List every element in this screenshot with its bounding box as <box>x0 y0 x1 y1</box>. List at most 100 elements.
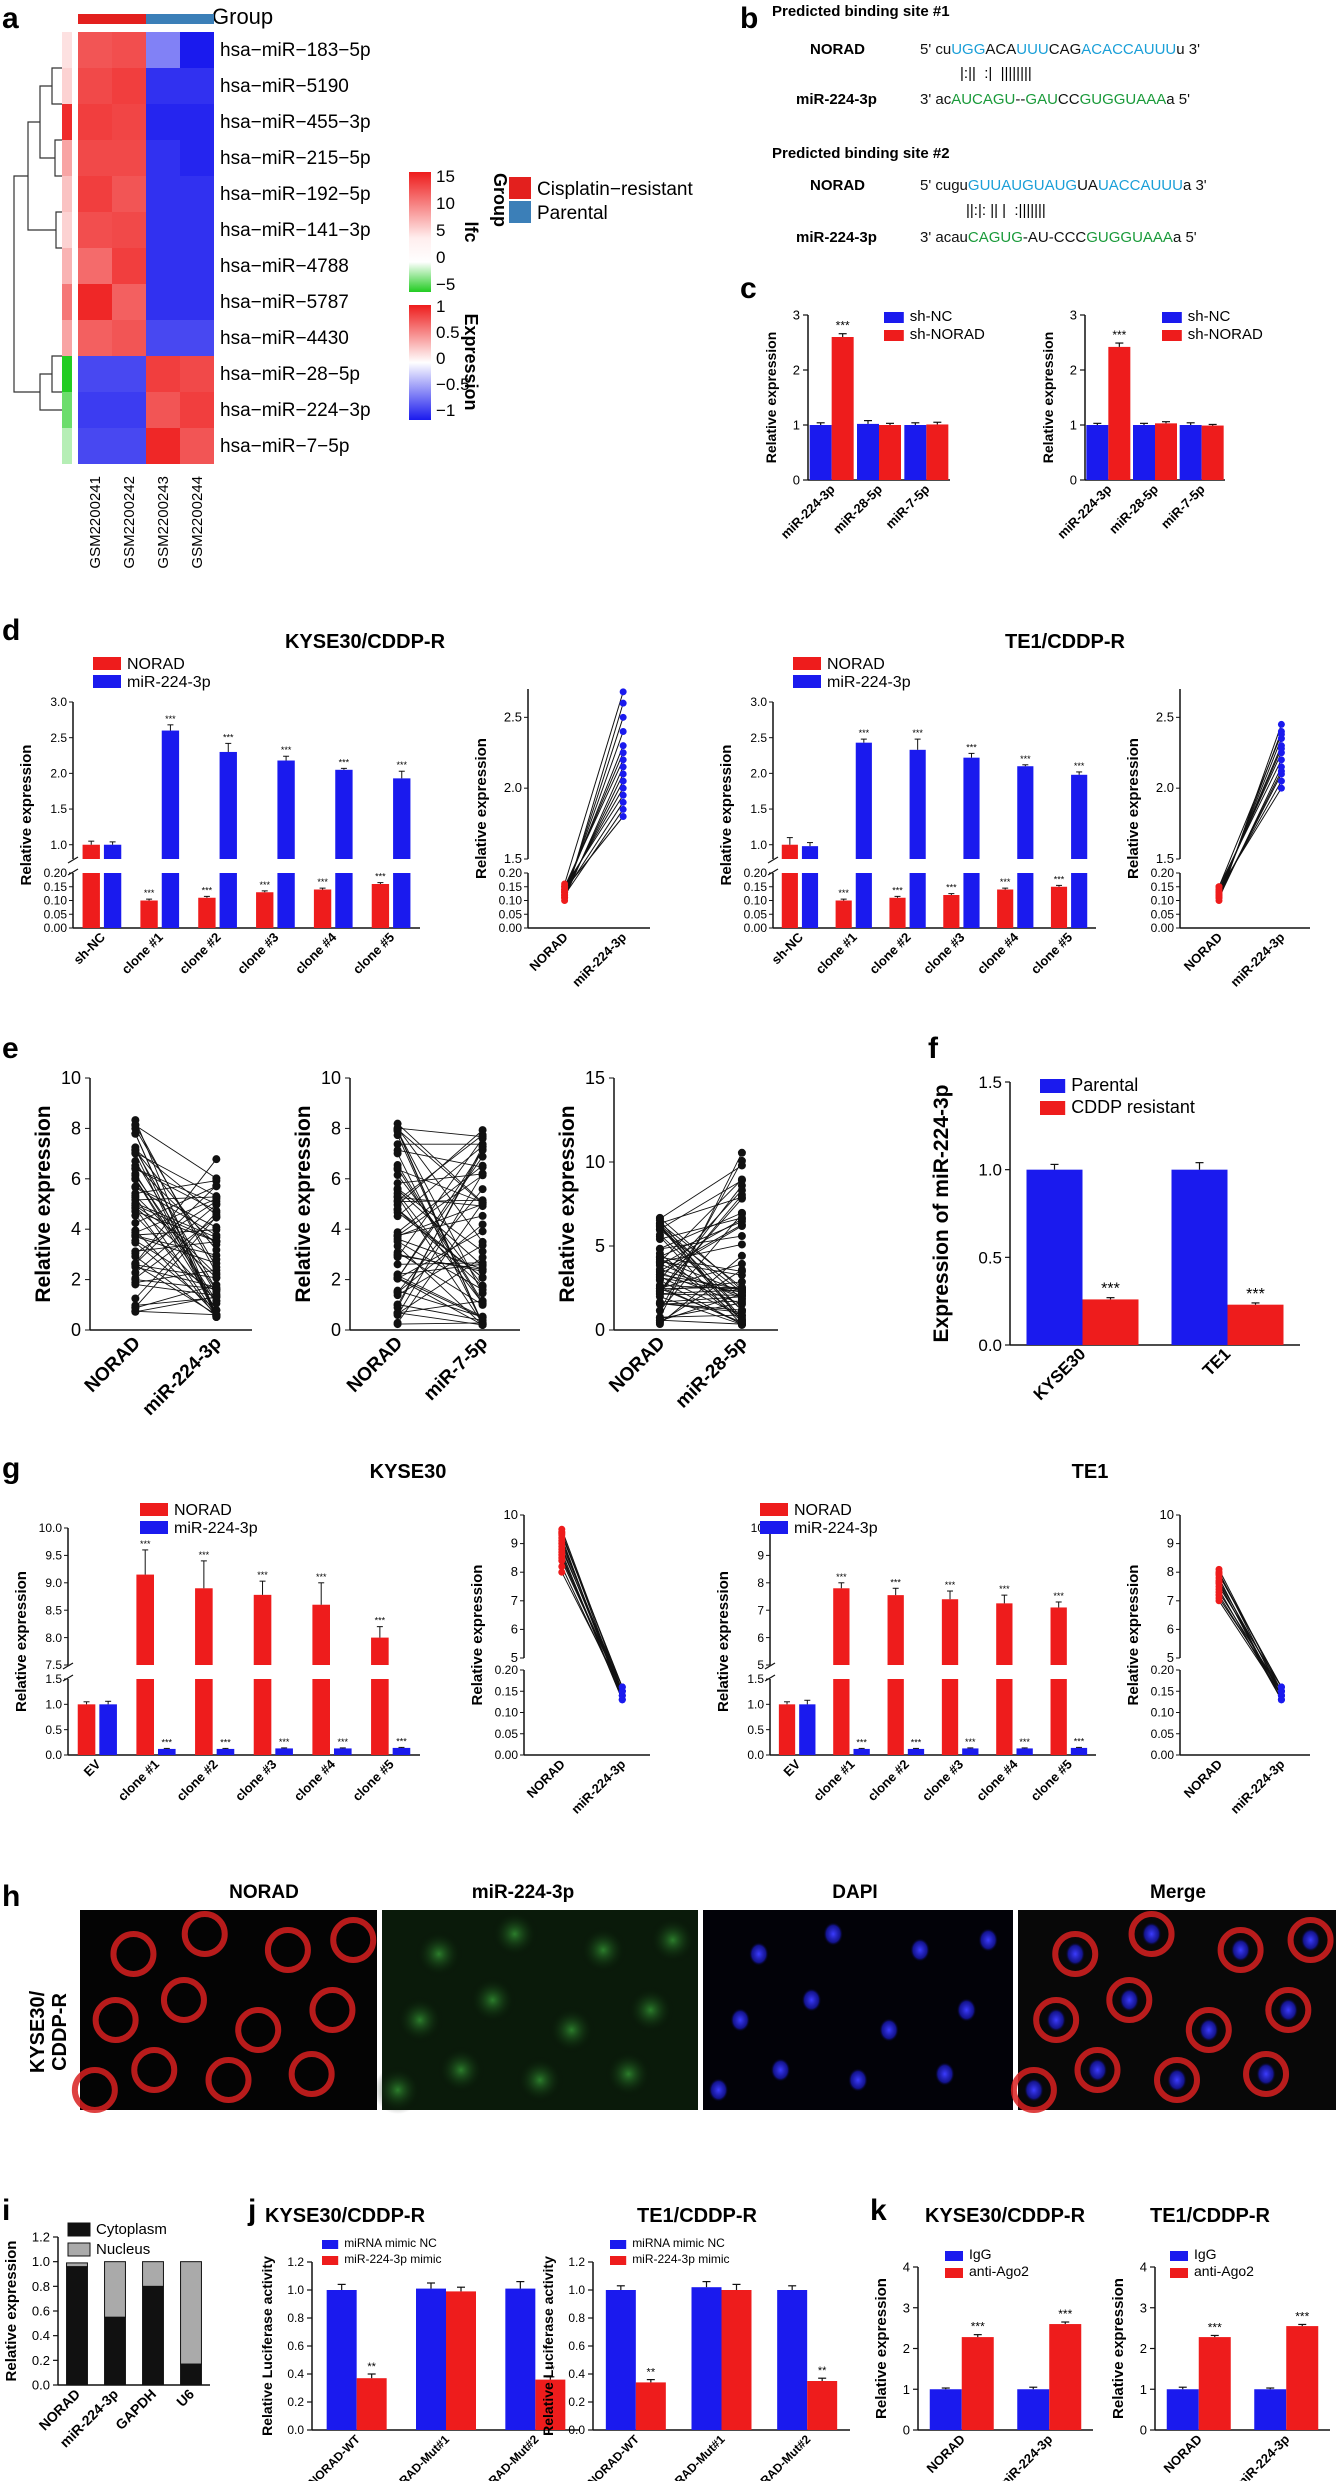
lfc-cell <box>62 176 72 212</box>
cell-nucleus <box>1141 1922 1162 1946</box>
legend-label: IgG <box>1194 2246 1217 2262</box>
data-point <box>131 1268 140 1277</box>
pair-line <box>397 1145 483 1217</box>
data-point <box>655 1222 664 1231</box>
legend-swatch <box>793 657 821 670</box>
x-tick-label: NORAD-WT <box>585 2432 643 2481</box>
y-tick-label: 8 <box>1167 1564 1174 1579</box>
data-point <box>561 880 569 888</box>
bar <box>416 2288 446 2430</box>
y-axis-label: Relative expression <box>473 738 490 879</box>
y-tick-label: 0.00 <box>744 921 768 935</box>
y-tick-label: 1 <box>1070 418 1077 433</box>
cell-nucleus <box>748 1942 769 1966</box>
data-point <box>1215 883 1223 891</box>
y-tick-label: 0.10 <box>1151 894 1175 908</box>
lfc-scale-ticks: 15 10 5 0 −5 <box>436 167 455 294</box>
bar <box>356 2378 387 2430</box>
chart-k2: 0 1 2 3 4 *** NORAD *** miR-224-3p Relative expre… <box>1110 2205 1330 2481</box>
legend-label: miR-224-3p <box>174 1520 258 1537</box>
data-point <box>619 805 627 813</box>
data-point <box>1215 1597 1223 1605</box>
axis-break-mark <box>764 1674 776 1682</box>
bar <box>635 2382 666 2430</box>
bar <box>180 2261 202 2365</box>
bar-lower-part <box>833 1679 850 1755</box>
cell-green-halo <box>626 1986 675 2034</box>
sequence-segment: acau <box>935 229 968 246</box>
pair-line <box>659 1276 743 1317</box>
y-tick-label: 1.5 <box>45 1672 62 1686</box>
legend-label: Nucleus <box>96 2241 150 2258</box>
bar <box>313 889 332 928</box>
x-tick-label: clone #2 <box>176 930 223 977</box>
y-tick-label: 0.4 <box>287 2367 304 2381</box>
significance-label: *** <box>257 1570 268 1580</box>
bar <box>334 1748 352 1755</box>
data-point <box>737 1251 746 1260</box>
bar <box>853 1748 870 1755</box>
bar-lower-part <box>1017 873 1034 928</box>
pair-line <box>397 1290 483 1318</box>
data-point <box>212 1287 221 1296</box>
data-point <box>619 770 627 778</box>
data-point <box>655 1314 664 1323</box>
sequence-segment: a 5' <box>1166 91 1190 108</box>
pair-line <box>135 1230 217 1316</box>
pair-line <box>135 1152 217 1197</box>
bar <box>103 844 122 859</box>
y-tick-label: 0.10 <box>744 894 768 908</box>
heatmap-cell <box>180 248 214 284</box>
data-point <box>212 1237 221 1246</box>
cell-nucleus <box>1023 2078 1044 2102</box>
x-tick-label: NORAD-Mut#1 <box>384 2432 453 2481</box>
data-point <box>478 1152 487 1161</box>
pair-line <box>659 1217 743 1291</box>
x-tick-label: NORAD <box>343 1333 407 1397</box>
heatmap-cell <box>112 320 146 356</box>
bar-lower-part <box>781 873 798 928</box>
pair-line <box>659 1217 743 1240</box>
pair-line <box>561 1533 623 1688</box>
cell-red-ring <box>264 1927 311 1973</box>
x-tick-label: EV <box>81 1756 104 1779</box>
bar-lower-part <box>161 873 180 928</box>
data-point <box>619 742 627 750</box>
bar <box>1198 2337 1231 2430</box>
fluorescence-panel: NORAD miR-224-3p DAPI Merge KYSE30/ CDDP… <box>27 1882 1336 2114</box>
pair-line <box>659 1257 743 1322</box>
chart-title: TE1/CDDP-R <box>637 2205 758 2227</box>
data-point <box>131 1275 140 1284</box>
pair-line <box>659 1165 743 1220</box>
y-tick-label: 0.0 <box>978 1336 1002 1355</box>
legend-label: anti-Ago2 <box>969 2263 1029 2279</box>
bar-lower-part <box>1050 1679 1067 1755</box>
y-tick-label: 0.5 <box>978 1248 1002 1267</box>
heatmap-cell <box>112 356 146 392</box>
data-point <box>619 713 627 721</box>
cell-nucleus <box>1300 1928 1321 1952</box>
axis-break-mark <box>62 1662 74 1670</box>
heatmap-cell <box>78 248 112 284</box>
y-tick-label: 0.15 <box>744 880 768 894</box>
bar <box>104 2261 126 2318</box>
site2-norad-sequence: 5' cuguGUUAUGUAUGUAUACCAUUUa 3' <box>920 177 1207 194</box>
x-tick-label: clone #1 <box>810 1757 857 1804</box>
axis-break-mark <box>767 868 779 876</box>
significance-label: *** <box>1101 1281 1120 1298</box>
heatmap-cell <box>180 32 214 68</box>
bar <box>801 846 819 859</box>
cell-nucleus <box>1065 1942 1086 1966</box>
data-point <box>737 1267 746 1276</box>
data-point <box>393 1231 402 1240</box>
pair-line <box>397 1199 483 1203</box>
significance-label: *** <box>1074 1736 1085 1746</box>
y-tick-label: 0.20 <box>495 1663 519 1677</box>
legend-label: Cytoplasm <box>96 2221 167 2238</box>
chart-g1_pair: 0.00 0.05 0.10 0.15 0.205 6 7 8 9 10 NORAD miR-224-… <box>469 1507 650 1817</box>
bar <box>312 1604 330 1665</box>
data-point <box>393 1286 402 1295</box>
data-point <box>212 1299 221 1308</box>
